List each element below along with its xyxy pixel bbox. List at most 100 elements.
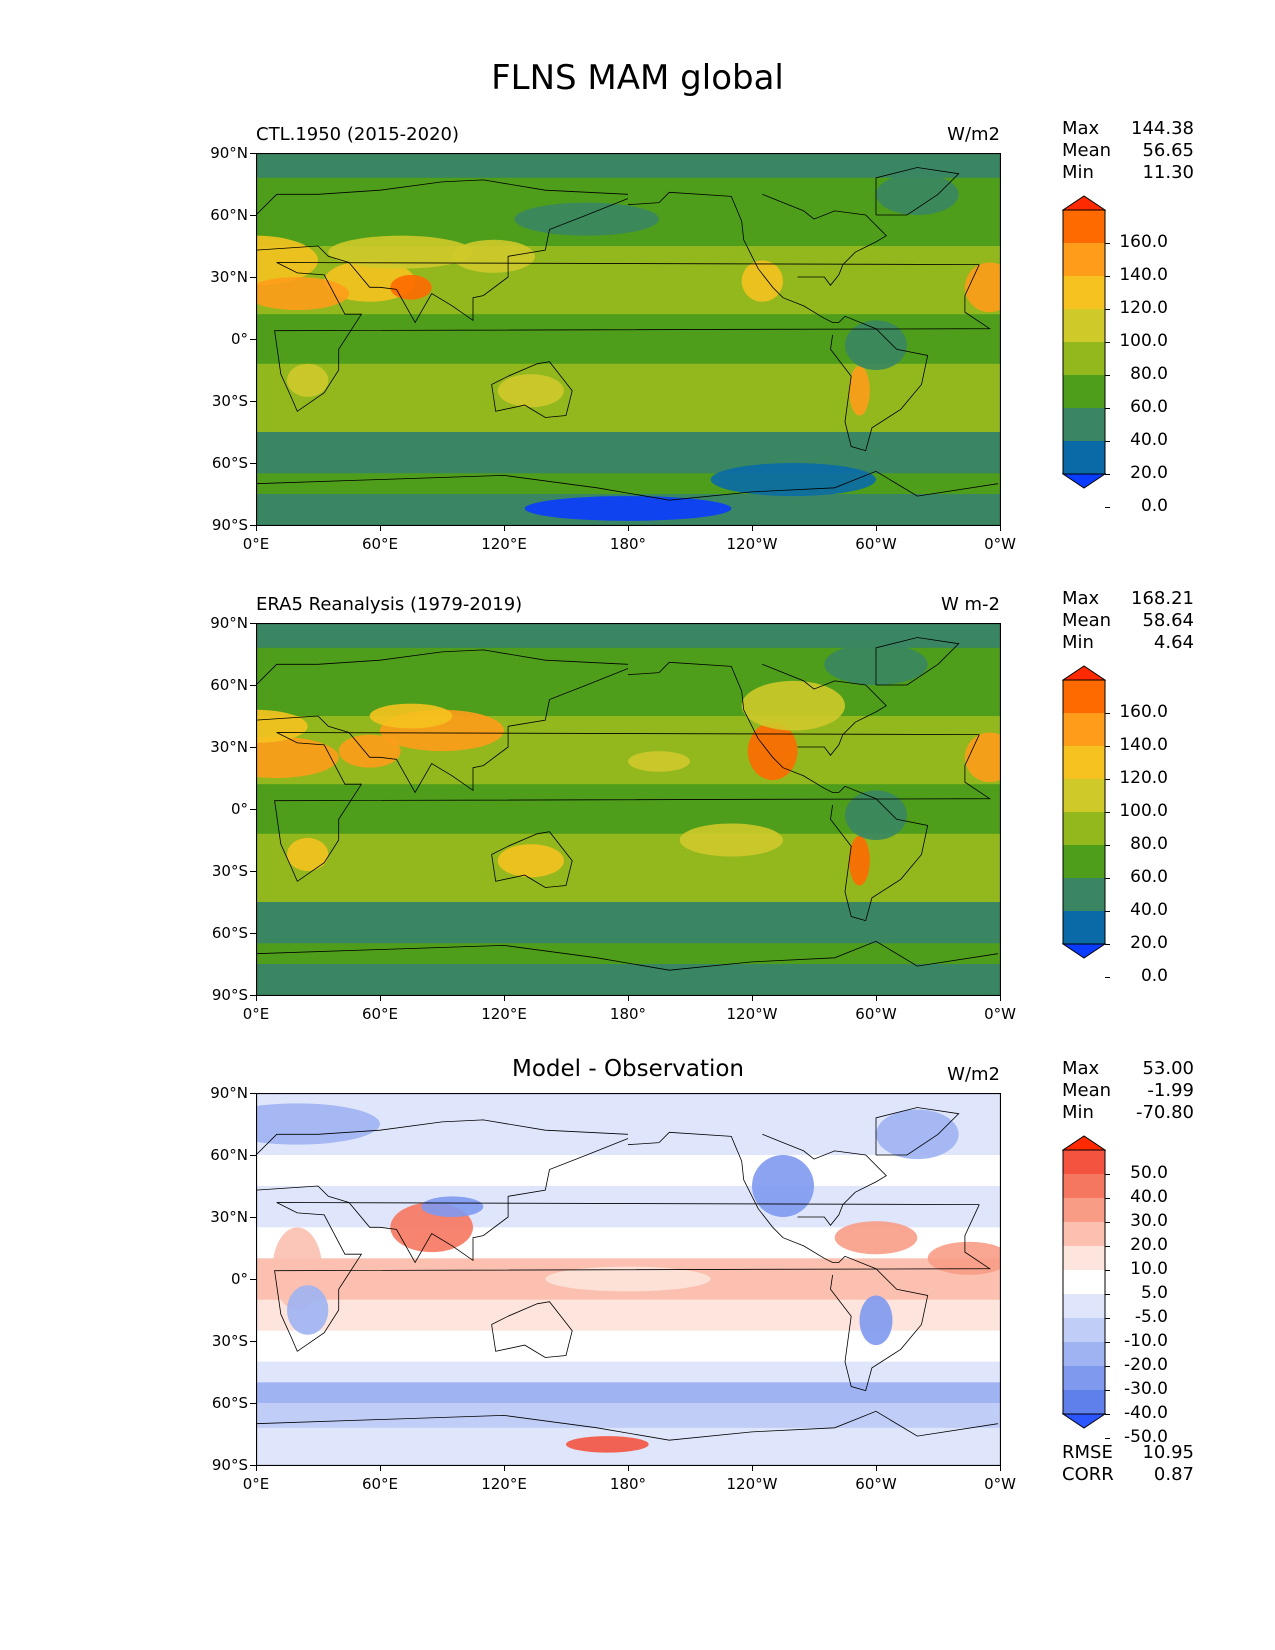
- colorbar-tick: [1105, 812, 1110, 813]
- colorbar-tick: [1105, 408, 1110, 409]
- coastline: [491, 361, 573, 418]
- field-anomaly: [452, 239, 535, 273]
- colorbar-tick-label: 80.0: [1130, 834, 1168, 854]
- field-anomaly: [679, 823, 783, 857]
- colorbar-tick-label: -5.0: [1134, 1307, 1168, 1327]
- panel-units: W/m2: [947, 124, 1000, 145]
- coastline: [256, 940, 998, 971]
- field-anomaly: [859, 1295, 893, 1346]
- field-anomaly: [849, 365, 870, 416]
- lon-tick-label: 60°E: [361, 1475, 399, 1493]
- colorbar-tick-label: 5.0: [1140, 1283, 1168, 1303]
- map-plot: [256, 1093, 1001, 1466]
- colorbar-tick-label: 140.0: [1119, 265, 1168, 285]
- colorbar-segment: [1063, 680, 1105, 714]
- lat-tick: [250, 933, 256, 934]
- lon-tick: [876, 1465, 877, 1471]
- coastline: [256, 198, 629, 324]
- colorbar-tick: [1105, 845, 1110, 846]
- field-anomaly: [964, 262, 1001, 313]
- field-band: [256, 396, 1000, 433]
- field-band: [256, 866, 1000, 903]
- lat-tick-label: 0°: [230, 800, 248, 818]
- colorbar-tick-label: 0.0: [1140, 496, 1168, 516]
- stat-row: CORR 0.87: [1062, 1464, 1194, 1486]
- colorbar-segment: [1063, 276, 1105, 310]
- field-anomaly: [524, 496, 732, 521]
- colorbar-tick-label: 20.0: [1130, 463, 1168, 483]
- lon-tick-label: 60°E: [361, 535, 399, 553]
- colorbar-tick: [1105, 878, 1110, 879]
- colorbar-segment: [1063, 1150, 1105, 1175]
- lon-tick: [628, 1465, 629, 1471]
- colorbar-segment: [1063, 1318, 1105, 1343]
- colorbar-tick: [1105, 441, 1110, 442]
- lon-tick-label: 0°W: [984, 1005, 1016, 1023]
- lat-tick: [250, 1093, 256, 1094]
- colorbar-tick: [1105, 309, 1110, 310]
- coastline: [256, 668, 629, 794]
- lon-tick-label: 0°W: [984, 535, 1016, 553]
- colorbar-tick-label: 60.0: [1130, 397, 1168, 417]
- field-anomaly: [256, 277, 349, 311]
- stat-row: Min 11.30: [1062, 162, 1194, 184]
- colorbar-tick-label: 80.0: [1130, 364, 1168, 384]
- field-band: [256, 964, 1000, 996]
- stat-label: RMSE: [1062, 1442, 1113, 1463]
- field-anomaly: [741, 260, 783, 302]
- field-band: [256, 1186, 1000, 1228]
- coastline: [491, 1301, 573, 1358]
- field-anomaly: [421, 1196, 484, 1217]
- field-anomaly: [338, 734, 401, 768]
- colorbar-segment: [1063, 1390, 1105, 1415]
- lon-tick-label: 0°E: [242, 1475, 270, 1493]
- lat-tick: [250, 339, 256, 340]
- colorbar-tick: [1105, 1294, 1110, 1295]
- coastline: [762, 193, 887, 286]
- lat-tick-label: 60°N: [210, 1146, 248, 1164]
- field-anomaly: [628, 751, 690, 772]
- coastline: [762, 663, 887, 756]
- coastline: [762, 1133, 887, 1226]
- lon-tick: [1000, 1465, 1001, 1471]
- lat-tick: [250, 809, 256, 810]
- colorbar-tick: [1105, 342, 1110, 343]
- lat-tick: [250, 1217, 256, 1218]
- colorbar-segment: [1063, 1222, 1105, 1247]
- lon-tick-label: 0°E: [242, 535, 270, 553]
- lon-tick-label: 120°E: [481, 1005, 527, 1023]
- field-band: [256, 833, 1000, 868]
- lat-tick: [250, 1279, 256, 1280]
- field-anomaly: [514, 202, 659, 236]
- lon-tick-label: 0°W: [984, 1475, 1016, 1493]
- colorbar-tick-label: -30.0: [1124, 1379, 1168, 1399]
- lat-tick: [250, 747, 256, 748]
- colorbar-segment: [1063, 779, 1105, 813]
- colorbar-segment: [1063, 1174, 1105, 1199]
- stat-value: 53.00: [1142, 1058, 1194, 1079]
- field-band: [256, 473, 1000, 495]
- stat-value: 144.38: [1131, 118, 1194, 139]
- stat-row: Mean -1.99: [1062, 1080, 1194, 1102]
- colorbar-tick-label: 60.0: [1130, 867, 1168, 887]
- lat-tick: [250, 525, 256, 526]
- colorbar-tick: [1105, 746, 1110, 747]
- colorbar-segment: [1063, 210, 1105, 244]
- stat-row: Max 144.38: [1062, 118, 1194, 140]
- colorbar-segment: [1063, 878, 1105, 912]
- colorbar-tick-label: -20.0: [1124, 1355, 1168, 1375]
- lon-tick: [380, 525, 381, 531]
- lat-tick: [250, 401, 256, 402]
- coastline: [627, 191, 929, 452]
- lon-tick: [1000, 525, 1001, 531]
- lat-tick: [250, 1155, 256, 1156]
- stat-value: 0.87: [1153, 1464, 1194, 1485]
- lat-tick-label: 90°S: [211, 516, 248, 534]
- lat-tick: [250, 1403, 256, 1404]
- stat-row: Min 4.64: [1062, 632, 1194, 654]
- field-anomaly: [747, 722, 798, 781]
- field-anomaly: [876, 173, 959, 215]
- field-anomaly: [741, 680, 845, 731]
- colorbar-tick-label: -40.0: [1124, 1403, 1168, 1423]
- colorbar-extend-top: [1062, 195, 1106, 211]
